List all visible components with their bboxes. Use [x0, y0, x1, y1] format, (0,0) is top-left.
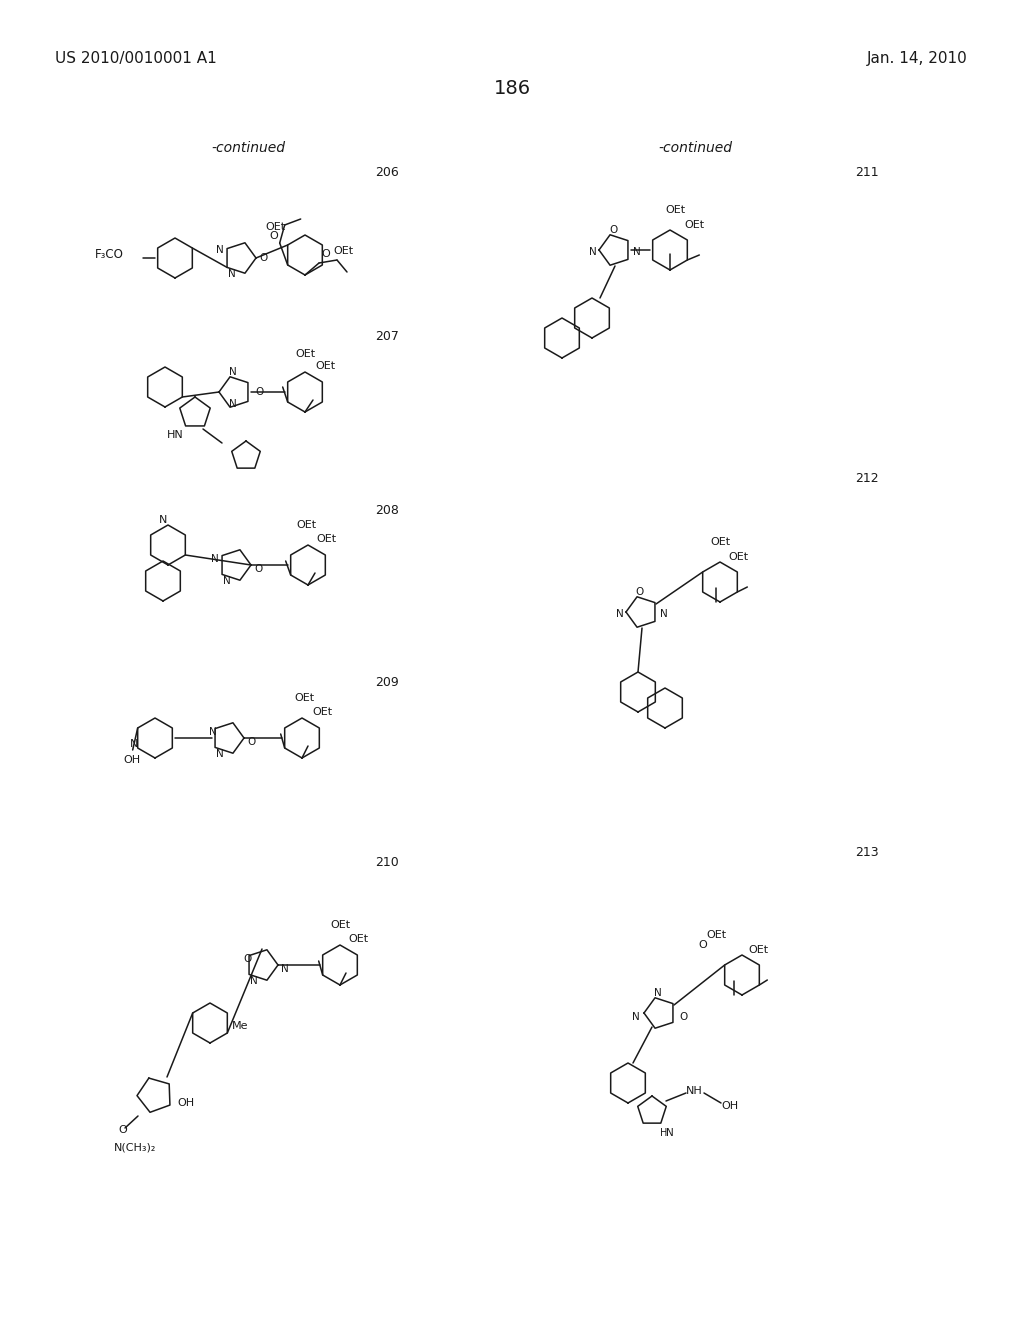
Text: N: N: [633, 247, 641, 257]
Text: 209: 209: [375, 676, 398, 689]
Text: OH: OH: [124, 755, 141, 766]
Text: N: N: [216, 246, 224, 255]
Text: OEt: OEt: [665, 205, 685, 215]
Text: -continued: -continued: [211, 141, 285, 154]
Text: OEt: OEt: [330, 920, 350, 931]
Text: N: N: [250, 975, 258, 986]
Text: O: O: [247, 737, 255, 747]
Text: N: N: [216, 748, 224, 759]
Text: US 2010/0010001 A1: US 2010/0010001 A1: [55, 50, 217, 66]
Text: N: N: [130, 739, 138, 748]
Text: OEt: OEt: [294, 693, 314, 704]
Text: N: N: [159, 515, 167, 525]
Text: O: O: [679, 1012, 687, 1022]
Text: N: N: [223, 576, 230, 586]
Text: O: O: [259, 253, 267, 263]
Text: N: N: [229, 399, 237, 409]
Text: HN: HN: [167, 430, 183, 440]
Text: O: O: [609, 224, 617, 235]
Text: OEt: OEt: [312, 708, 332, 717]
Text: N(CH₃)₂: N(CH₃)₂: [114, 1143, 157, 1152]
Text: Jan. 14, 2010: Jan. 14, 2010: [867, 50, 968, 66]
Text: N: N: [632, 1012, 640, 1022]
Text: OEt: OEt: [295, 348, 315, 359]
Text: OEt: OEt: [333, 246, 353, 256]
Text: OEt: OEt: [265, 222, 286, 232]
Text: N: N: [211, 554, 219, 564]
Text: OEt: OEt: [710, 537, 730, 546]
Text: N: N: [654, 987, 662, 998]
Text: -continued: -continued: [658, 141, 732, 154]
Text: O: O: [269, 231, 278, 242]
Text: Me: Me: [232, 1020, 249, 1031]
Text: OEt: OEt: [296, 520, 316, 531]
Text: H: H: [660, 1129, 668, 1138]
Text: OH: OH: [721, 1101, 738, 1111]
Text: OEt: OEt: [748, 945, 768, 954]
Text: O: O: [321, 249, 330, 259]
Text: OEt: OEt: [348, 935, 368, 944]
Text: 212: 212: [855, 471, 879, 484]
Text: F₃CO: F₃CO: [95, 248, 124, 261]
Text: N: N: [616, 609, 624, 619]
Text: N: N: [281, 964, 289, 974]
Text: O: O: [243, 954, 251, 964]
Text: O: O: [698, 940, 707, 950]
Text: N: N: [660, 609, 668, 619]
Text: O: O: [118, 1125, 127, 1135]
Text: N: N: [228, 269, 236, 279]
Text: O: O: [636, 587, 644, 597]
Text: 207: 207: [375, 330, 399, 342]
Text: N: N: [666, 1129, 674, 1138]
Text: 213: 213: [855, 846, 879, 859]
Text: 210: 210: [375, 855, 398, 869]
Text: NH: NH: [686, 1086, 702, 1096]
Text: N: N: [589, 247, 597, 257]
Text: OEt: OEt: [728, 552, 749, 562]
Text: OEt: OEt: [316, 535, 336, 544]
Text: 186: 186: [494, 78, 530, 98]
Text: O: O: [254, 564, 262, 574]
Text: N: N: [209, 727, 217, 737]
Text: OEt: OEt: [684, 220, 705, 230]
Text: OEt: OEt: [315, 360, 335, 371]
Text: N: N: [229, 367, 237, 378]
Text: 206: 206: [375, 165, 398, 178]
Text: 208: 208: [375, 503, 399, 516]
Text: O: O: [255, 387, 263, 397]
Text: OH: OH: [177, 1098, 195, 1107]
Text: OEt: OEt: [706, 931, 726, 940]
Text: 211: 211: [855, 165, 879, 178]
